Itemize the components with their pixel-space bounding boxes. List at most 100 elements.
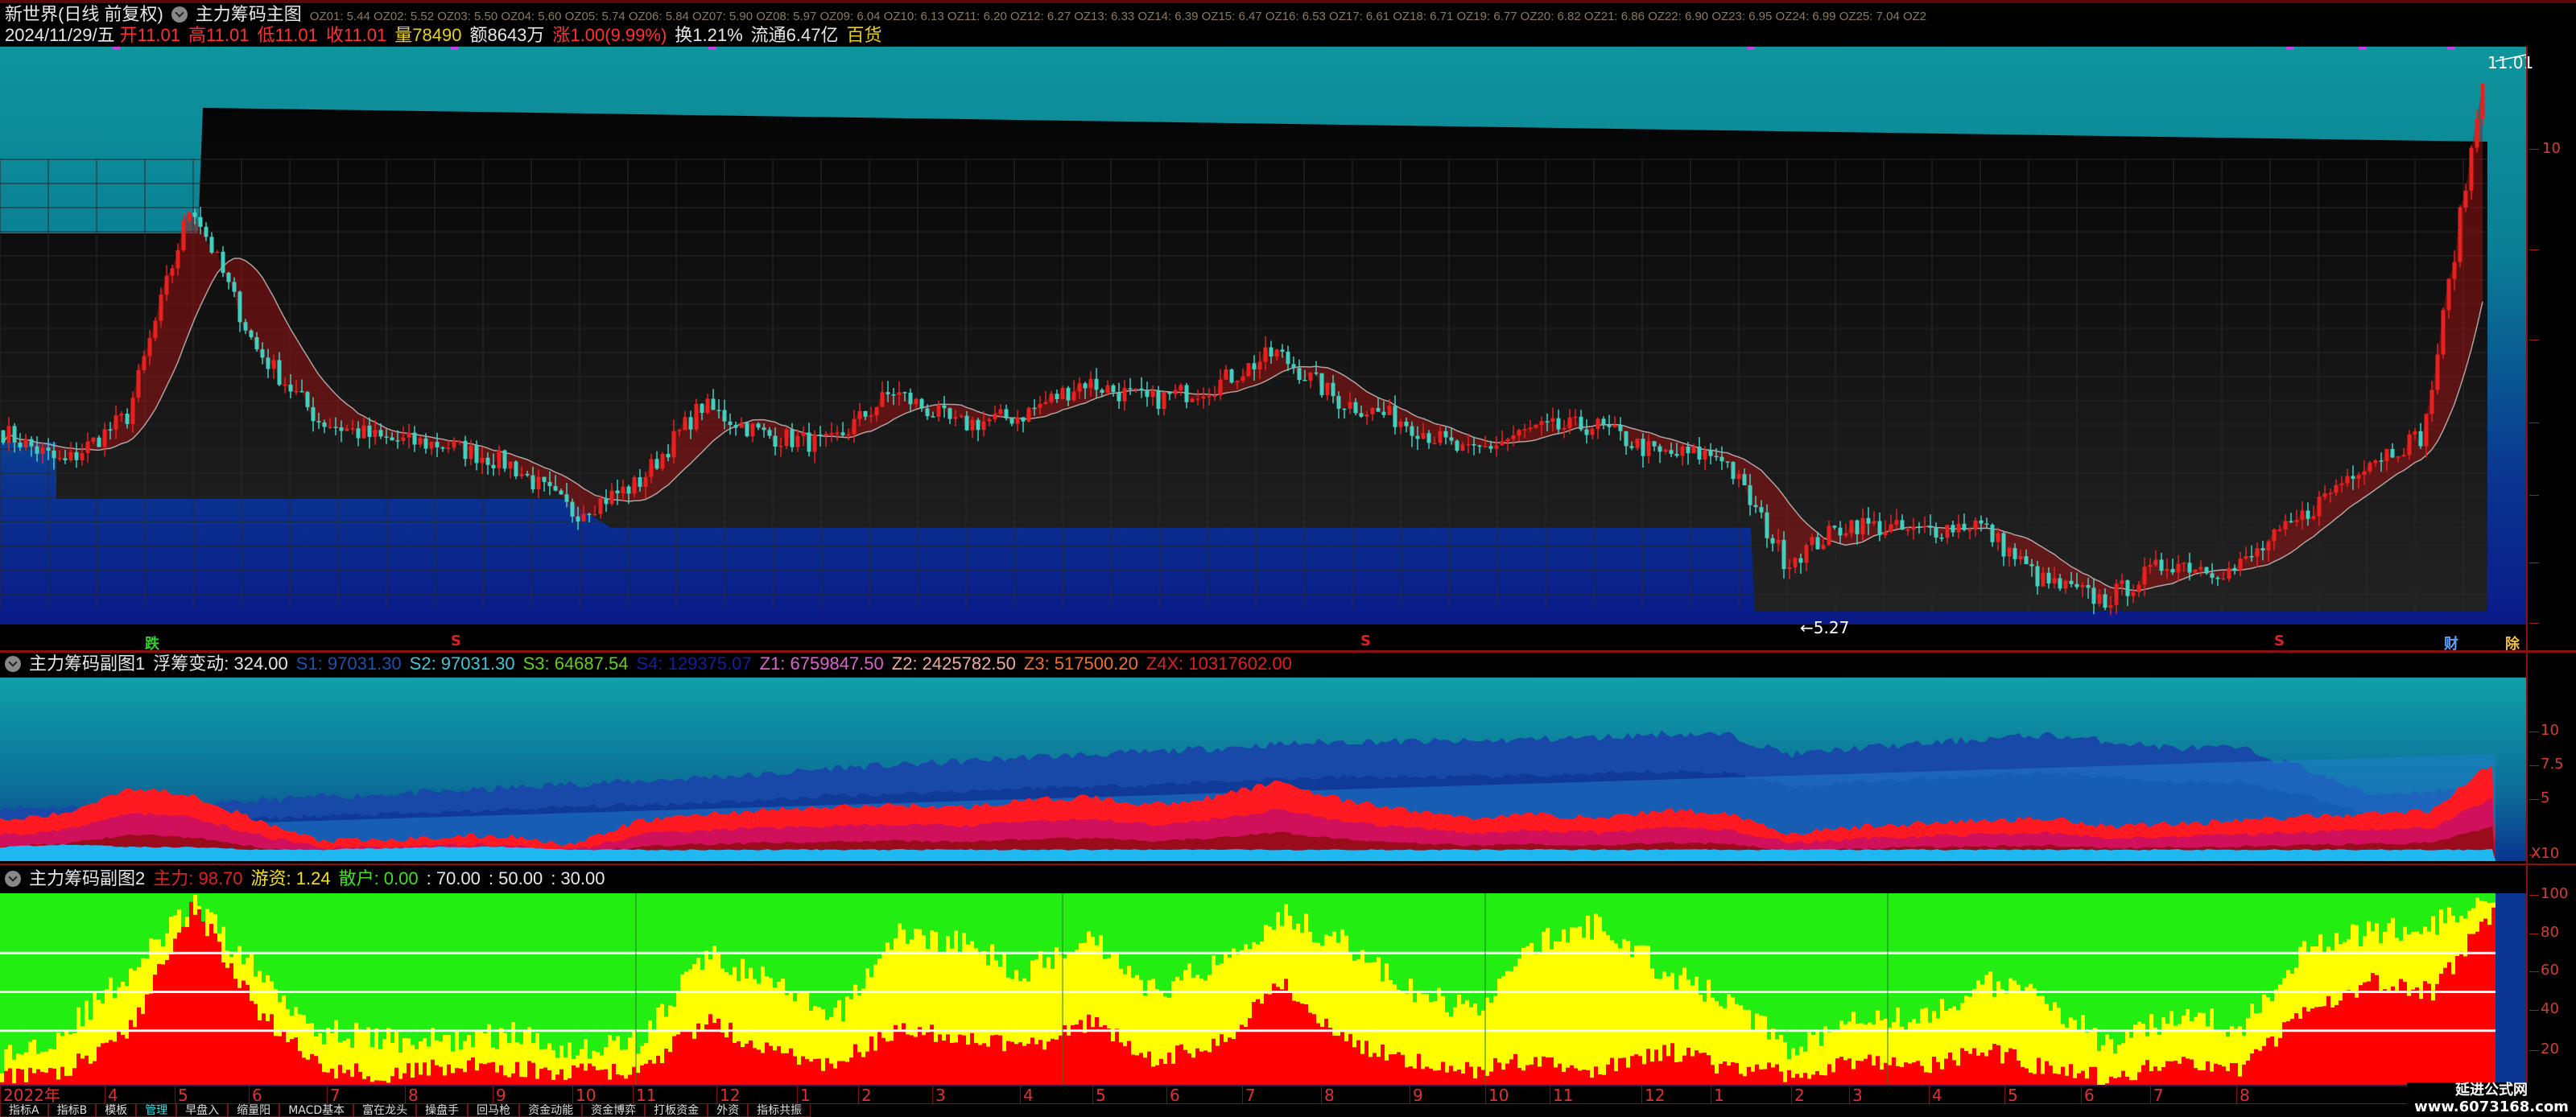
panel1-value-6: Z3: 517500.20 <box>1023 653 1138 674</box>
indicator-tab[interactable]: 缩量阳 <box>228 1104 280 1117</box>
panel2-axis-label: 20 <box>2541 1041 2559 1057</box>
indicator-tab[interactable]: 早盘入 <box>176 1104 229 1117</box>
indicator-tab[interactable]: 操盘手 <box>416 1104 469 1117</box>
signal-marker[interactable]: 财 <box>2444 636 2458 653</box>
indicator-menu-icon[interactable] <box>171 6 188 23</box>
candle-body <box>1680 447 1685 456</box>
candle-body <box>824 434 828 436</box>
candle-body <box>1117 392 1121 402</box>
candle-body <box>1009 418 1014 424</box>
candle-body <box>942 405 947 409</box>
main-price-chart[interactable] <box>0 47 2528 650</box>
signal-marker[interactable]: S <box>2274 633 2285 649</box>
indicator-tab[interactable]: 资金博弈 <box>582 1104 646 1117</box>
panel2-name[interactable]: 主力筹码副图2 <box>29 868 146 888</box>
candle-body <box>2001 533 2006 557</box>
top-marker <box>113 47 121 50</box>
candle-body <box>2334 484 2339 493</box>
indicator-menu-icon[interactable] <box>5 871 21 887</box>
indicator-tab[interactable]: 外资 <box>708 1104 749 1117</box>
candle-body <box>345 428 349 431</box>
candle-body <box>2091 587 2096 604</box>
stock-title[interactable]: 新世界(日线 前复权) <box>5 4 163 24</box>
candle-body <box>1500 441 1505 446</box>
candle-body <box>1821 545 1826 550</box>
candle-body <box>795 435 800 447</box>
candle-body <box>108 429 113 431</box>
signal-marker[interactable]: 跌 <box>145 636 159 653</box>
signal-marker[interactable]: S <box>451 633 461 649</box>
candle-body <box>1511 435 1516 439</box>
candle-body <box>2193 569 2198 573</box>
panel2-axis-label: 40 <box>2541 1000 2559 1017</box>
indicator-tab[interactable]: 富在龙头 <box>353 1104 417 1117</box>
indicator-tab[interactable]: MACD基本 <box>279 1104 354 1117</box>
candle-body <box>1364 414 1369 417</box>
candle-body <box>671 431 676 458</box>
signal-marker[interactable]: S <box>1360 633 1371 649</box>
indicator-tab[interactable]: 模板 <box>96 1104 137 1117</box>
candle-body <box>1545 421 1550 422</box>
candle-body <box>12 426 17 443</box>
candle-body <box>1815 537 1820 550</box>
candle-body <box>683 417 687 431</box>
candle-body <box>2283 521 2288 530</box>
indicator-tab[interactable]: 打板资金 <box>645 1104 708 1117</box>
indicator-menu-icon[interactable] <box>5 656 21 672</box>
time-axis-label: 11 <box>633 1086 656 1104</box>
candle-body <box>1590 429 1595 435</box>
indicator-tab[interactable]: 回马枪 <box>468 1104 520 1117</box>
candle-body <box>1697 446 1702 460</box>
candle-body <box>1257 361 1262 369</box>
chip-distribution-chart-1[interactable] <box>0 678 2526 863</box>
quote-volume: 量78490 <box>394 25 462 45</box>
candle-body <box>519 473 524 476</box>
candle-body <box>1179 385 1183 390</box>
panel1-name[interactable]: 主力筹码副图1 <box>29 653 146 674</box>
candle-body <box>294 390 299 393</box>
candle-body <box>649 459 654 477</box>
candle-body <box>1319 373 1324 395</box>
panel1-value-3: S4: 129375.07 <box>636 653 752 674</box>
candle-body <box>2142 567 2147 585</box>
candle-body <box>373 430 378 437</box>
indicator-tab[interactable]: 指标A <box>0 1104 48 1117</box>
quote-sector[interactable]: 百货 <box>846 25 882 45</box>
candle-body <box>68 451 73 461</box>
candle-body <box>700 403 704 413</box>
hot-money-area <box>0 895 2496 1085</box>
candle-body <box>547 481 552 487</box>
candle-body <box>1376 408 1381 412</box>
candle-body <box>305 392 310 407</box>
candle-body <box>1781 539 1786 570</box>
candle-body <box>1776 539 1781 544</box>
candle-body <box>2469 147 2474 191</box>
signal-marker[interactable]: 除 <box>2505 636 2520 653</box>
indicator-tab[interactable]: 指标共振 <box>748 1104 811 1117</box>
candle-body <box>2424 414 2429 447</box>
candle-body <box>2131 591 2136 596</box>
candle-body <box>1071 391 1076 401</box>
candle-body <box>2306 510 2310 519</box>
indicator-tab[interactable]: 管理 <box>136 1104 177 1117</box>
candle-body <box>226 273 231 282</box>
candle-body <box>407 432 411 438</box>
candle-body <box>807 432 811 452</box>
indicator-tab[interactable]: 指标B <box>47 1104 97 1117</box>
time-axis-label: 12 <box>716 1086 740 1104</box>
hot-money-value: 游资: 1.24 <box>250 868 331 888</box>
candle-body <box>525 473 530 476</box>
candle-body <box>638 476 642 487</box>
watermark-url: www.6073168.com <box>2414 1098 2569 1115</box>
candle-body <box>2120 580 2124 584</box>
candle-body <box>474 445 479 464</box>
main-indicator-name[interactable]: 主力筹码主图 <box>195 4 302 24</box>
tab-border <box>0 1103 2415 1104</box>
candle-body <box>1579 416 1583 430</box>
indicator-tab[interactable]: 资金动能 <box>519 1104 583 1117</box>
candle-body <box>254 337 259 350</box>
chip-distribution-chart-2[interactable] <box>0 893 2526 1085</box>
candle-body <box>457 440 462 443</box>
quote-low: 低11.01 <box>257 25 318 45</box>
retail-value: 散户: 0.00 <box>338 868 419 888</box>
